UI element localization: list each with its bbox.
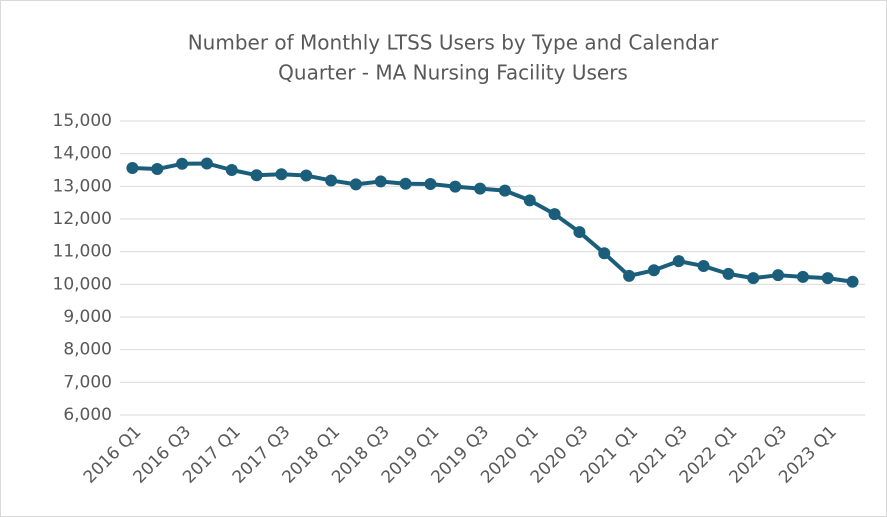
data-point xyxy=(399,177,412,190)
chart-title: Number of Monthly LTSS Users by Type and… xyxy=(188,31,719,55)
y-tick-label: 10,000 xyxy=(53,274,112,294)
data-point xyxy=(697,260,710,273)
data-point xyxy=(325,174,338,187)
data-point xyxy=(821,272,834,285)
data-point xyxy=(846,275,859,288)
data-point xyxy=(424,178,437,191)
data-point xyxy=(374,175,387,188)
data-point xyxy=(176,157,189,170)
data-point xyxy=(647,264,660,277)
data-point xyxy=(349,178,362,191)
y-tick-label: 11,000 xyxy=(53,242,112,262)
data-point xyxy=(126,162,139,175)
y-tick-label: 13,000 xyxy=(53,176,112,196)
y-tick-label: 14,000 xyxy=(53,144,112,164)
y-tick-label: 6,000 xyxy=(63,405,112,425)
data-point xyxy=(598,247,611,260)
y-tick-label: 12,000 xyxy=(53,209,112,229)
y-tick-label: 7,000 xyxy=(63,372,112,392)
data-point xyxy=(225,164,238,176)
data-point xyxy=(523,194,536,207)
data-point xyxy=(772,269,785,282)
data-point xyxy=(250,169,263,182)
data-point xyxy=(449,180,462,193)
data-point xyxy=(747,272,760,285)
y-tick-label: 8,000 xyxy=(63,340,112,360)
y-tick-label: 9,000 xyxy=(63,307,112,327)
y-tick-label: 15,000 xyxy=(53,111,112,131)
data-point xyxy=(474,182,487,195)
data-point xyxy=(300,169,313,182)
data-point xyxy=(573,226,586,239)
chart-title: Quarter - MA Nursing Facility Users xyxy=(278,61,628,85)
data-point xyxy=(548,208,561,221)
data-point xyxy=(796,270,809,283)
data-point xyxy=(275,168,288,181)
data-point xyxy=(498,184,511,197)
data-point xyxy=(722,267,735,280)
data-point xyxy=(200,157,213,170)
data-point xyxy=(672,255,685,268)
data-point xyxy=(623,269,636,282)
data-point xyxy=(151,163,164,176)
